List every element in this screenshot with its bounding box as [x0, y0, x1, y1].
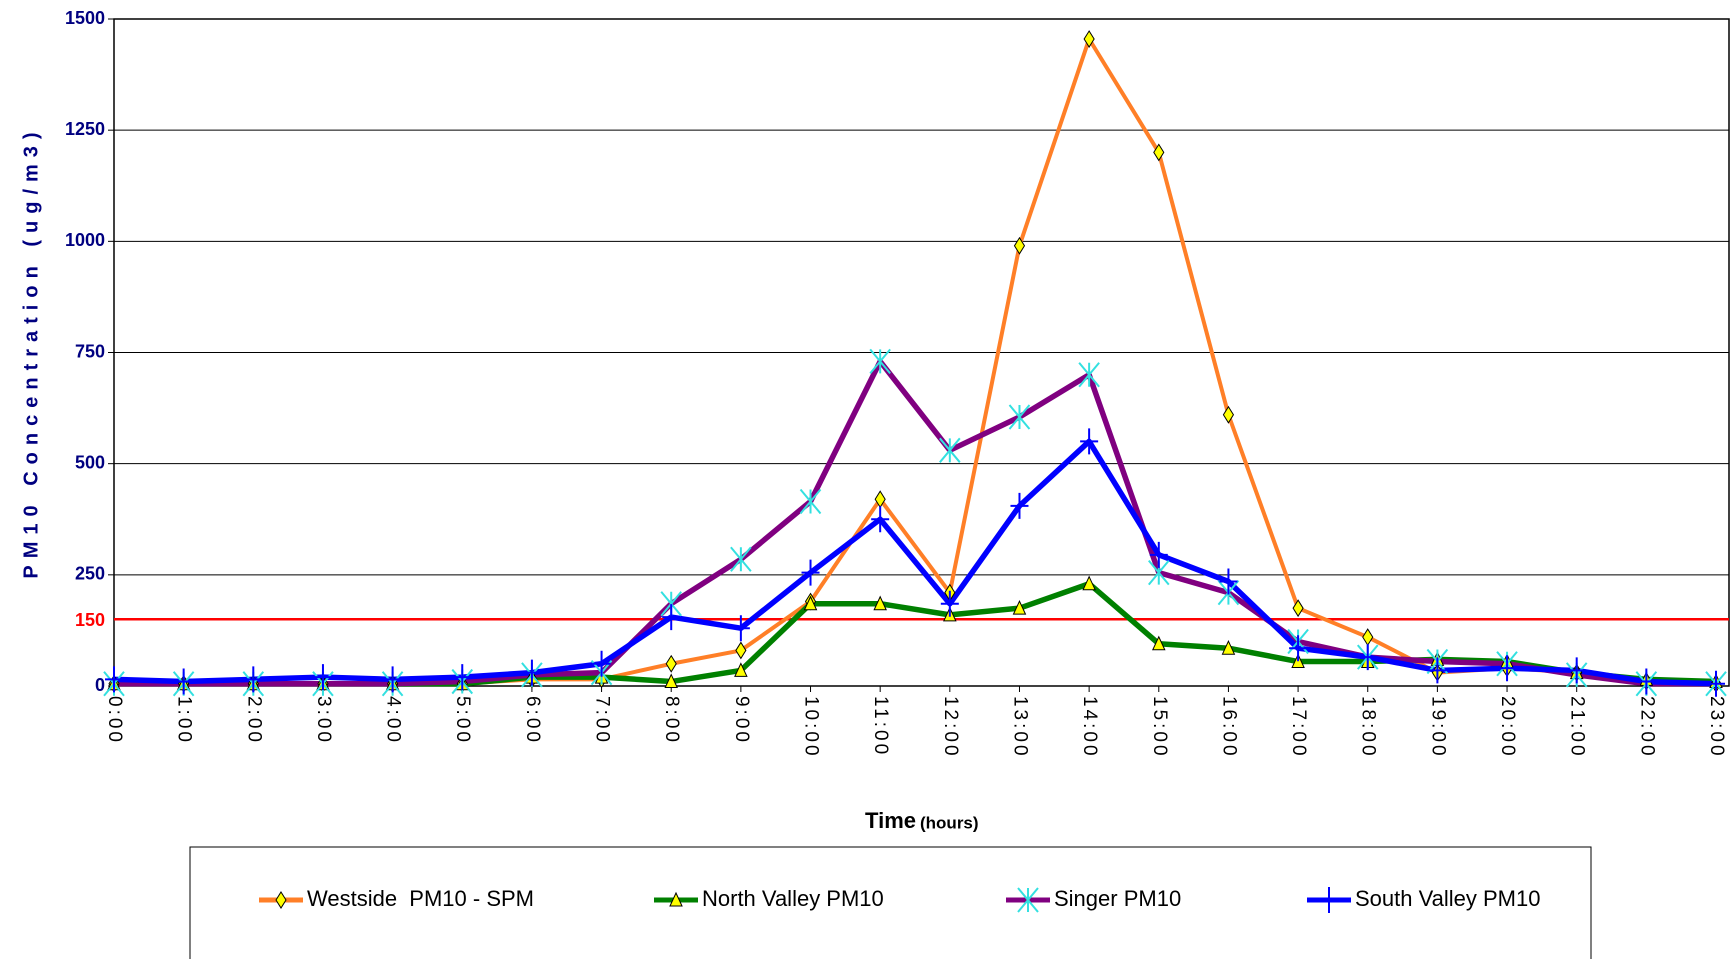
- legend-item: Westside PM10 - SPM: [259, 886, 534, 911]
- x-tick-label: 11:00: [870, 696, 891, 757]
- marker: [1149, 541, 1168, 568]
- marker: [873, 595, 887, 611]
- marker: [664, 673, 678, 689]
- marker: [1567, 657, 1586, 684]
- x-tick-label: 19:00: [1427, 696, 1448, 759]
- marker: [1289, 635, 1308, 662]
- marker: [669, 891, 683, 907]
- y-tick-label: 1250: [65, 119, 105, 139]
- x-tick-label: 5:00: [452, 696, 473, 745]
- marker: [735, 641, 747, 660]
- x-tick-label: 12:00: [940, 696, 961, 759]
- marker: [522, 659, 541, 686]
- marker: [383, 666, 402, 693]
- marker: [174, 668, 193, 695]
- marker: [1707, 670, 1725, 697]
- marker: [1362, 628, 1374, 647]
- marker: [313, 664, 332, 691]
- x-tick-label: 7:00: [592, 696, 613, 745]
- series-line: [113, 438, 1717, 687]
- marker: [1320, 887, 1338, 913]
- marker: [731, 615, 750, 642]
- marker: [869, 348, 891, 375]
- marker: [665, 654, 677, 673]
- marker: [1017, 887, 1039, 913]
- marker: [1012, 599, 1027, 615]
- series-line: [114, 358, 1716, 687]
- marker: [1358, 644, 1377, 671]
- marker: [1078, 362, 1100, 388]
- x-axis-unit: (hours): [920, 813, 979, 832]
- x-tick-label: 23:00: [1706, 696, 1727, 759]
- series-line: [114, 37, 1717, 686]
- y-tick-label: 750: [75, 341, 105, 361]
- x-tick-label: 3:00: [313, 696, 334, 745]
- x-tick-label: 9:00: [731, 696, 752, 745]
- marker: [275, 891, 287, 909]
- marker: [871, 506, 890, 533]
- legend-item: Singer PM10: [1006, 886, 1181, 913]
- x-tick-label: 20:00: [1497, 696, 1518, 759]
- marker: [1292, 599, 1304, 618]
- threshold-label: 150: [75, 610, 105, 630]
- legend-label: Singer PM10: [1054, 886, 1181, 911]
- x-tick-label: 8:00: [661, 696, 682, 745]
- marker: [662, 604, 681, 631]
- marker: [1152, 635, 1166, 651]
- y-tick-label: 1000: [65, 230, 105, 250]
- marker: [1080, 428, 1099, 455]
- marker: [1008, 404, 1031, 430]
- x-tick-label: 1:00: [174, 696, 195, 745]
- marker: [799, 488, 822, 515]
- legend-box: [189, 846, 1592, 959]
- x-tick-label: 2:00: [243, 696, 264, 745]
- x-tick-label: 14:00: [1079, 696, 1100, 759]
- marker: [1153, 143, 1165, 162]
- x-tick-label: 21:00: [1567, 696, 1588, 759]
- marker: [1083, 30, 1095, 48]
- x-tick-label: 16:00: [1218, 696, 1239, 759]
- x-tick-label: 4:00: [383, 696, 404, 745]
- x-axis-label: Time: [865, 808, 916, 833]
- x-tick-label: 6:00: [522, 696, 543, 745]
- marker: [803, 595, 818, 611]
- marker: [1222, 405, 1235, 424]
- marker: [1082, 575, 1096, 591]
- marker: [1637, 668, 1656, 695]
- marker: [801, 559, 820, 586]
- legend-label: North Valley PM10: [702, 886, 884, 911]
- legend-item: South Valley PM10: [1307, 886, 1540, 913]
- x-tick-label: 0:00: [104, 696, 125, 745]
- marker: [1498, 655, 1517, 682]
- marker: [939, 437, 961, 463]
- x-tick-label: 17:00: [1288, 696, 1309, 759]
- legend-item: North Valley PM10: [654, 886, 884, 911]
- marker: [592, 650, 611, 677]
- marker: [730, 546, 752, 572]
- x-tick-label: 15:00: [1149, 696, 1170, 759]
- y-axis-label: PM10 Concentration (ug/m3): [20, 125, 42, 578]
- y-tick-label: 1500: [65, 8, 105, 28]
- y-tick-label: 0: [95, 675, 105, 695]
- marker: [1219, 568, 1238, 595]
- y-tick-label: 250: [75, 564, 105, 584]
- x-tick-label: 18:00: [1358, 696, 1379, 759]
- y-tick-label: 500: [75, 452, 105, 472]
- marker: [1013, 236, 1026, 255]
- marker: [940, 590, 959, 617]
- marker: [1010, 492, 1029, 519]
- marker: [734, 662, 748, 677]
- marker: [453, 664, 472, 691]
- marker: [1428, 657, 1447, 684]
- legend-label: Westside PM10 - SPM: [307, 886, 534, 911]
- marker: [244, 666, 263, 693]
- x-tick-label: 10:00: [801, 696, 822, 759]
- legend-label: South Valley PM10: [1355, 886, 1540, 911]
- x-tick-label: 22:00: [1636, 696, 1657, 759]
- x-tick-label: 13:00: [1009, 696, 1030, 759]
- marker: [1221, 640, 1236, 655]
- marker: [105, 666, 123, 693]
